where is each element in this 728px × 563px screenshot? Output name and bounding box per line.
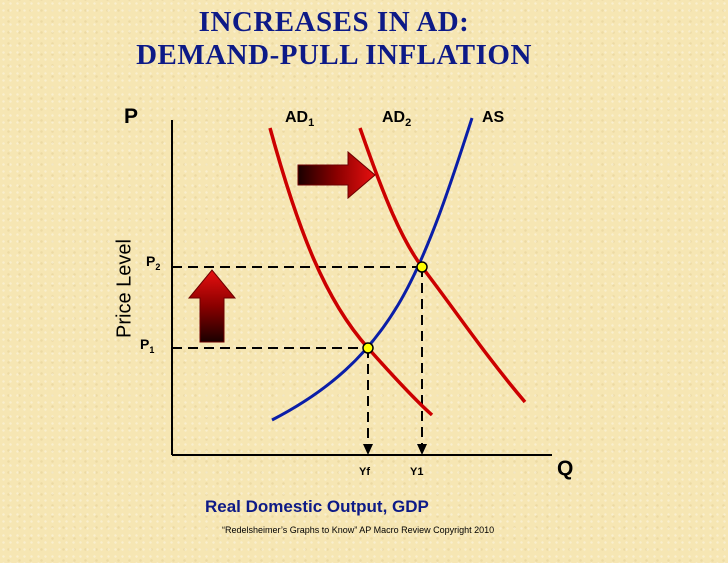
title-line-1: INCREASES IN AD: bbox=[198, 6, 470, 38]
copyright-credit: “Redelsheimer’s Graphs to Know” AP Macro… bbox=[222, 525, 495, 535]
yf-arrowhead bbox=[363, 444, 373, 455]
ad1-curve bbox=[268, 127, 434, 417]
equilibrium-point-1 bbox=[362, 342, 374, 354]
y-axis-title: Price Level bbox=[113, 239, 136, 338]
p2-label: P2 bbox=[146, 253, 160, 272]
ad2-curve bbox=[358, 127, 527, 404]
as-label: AS bbox=[482, 109, 505, 126]
shift-right-arrow-icon bbox=[297, 150, 376, 200]
y1-arrowhead bbox=[417, 444, 427, 455]
yf-label: Yf bbox=[359, 466, 370, 478]
y1-label: Y1 bbox=[410, 466, 423, 478]
as-curve bbox=[271, 117, 474, 422]
ad1-label: AD1 bbox=[285, 109, 314, 129]
p1-label: P1 bbox=[140, 336, 154, 355]
equilibrium-point-2 bbox=[416, 261, 428, 273]
y-axis-letter: P bbox=[124, 105, 138, 128]
ad2-label: AD2 bbox=[382, 109, 411, 129]
title-line-2: DEMAND-PULL INFLATION bbox=[136, 39, 532, 71]
x-axis-title: Real Domestic Output, GDP bbox=[205, 497, 429, 516]
x-axis-letter: Q bbox=[557, 457, 573, 480]
price-up-arrow-icon bbox=[187, 269, 237, 343]
